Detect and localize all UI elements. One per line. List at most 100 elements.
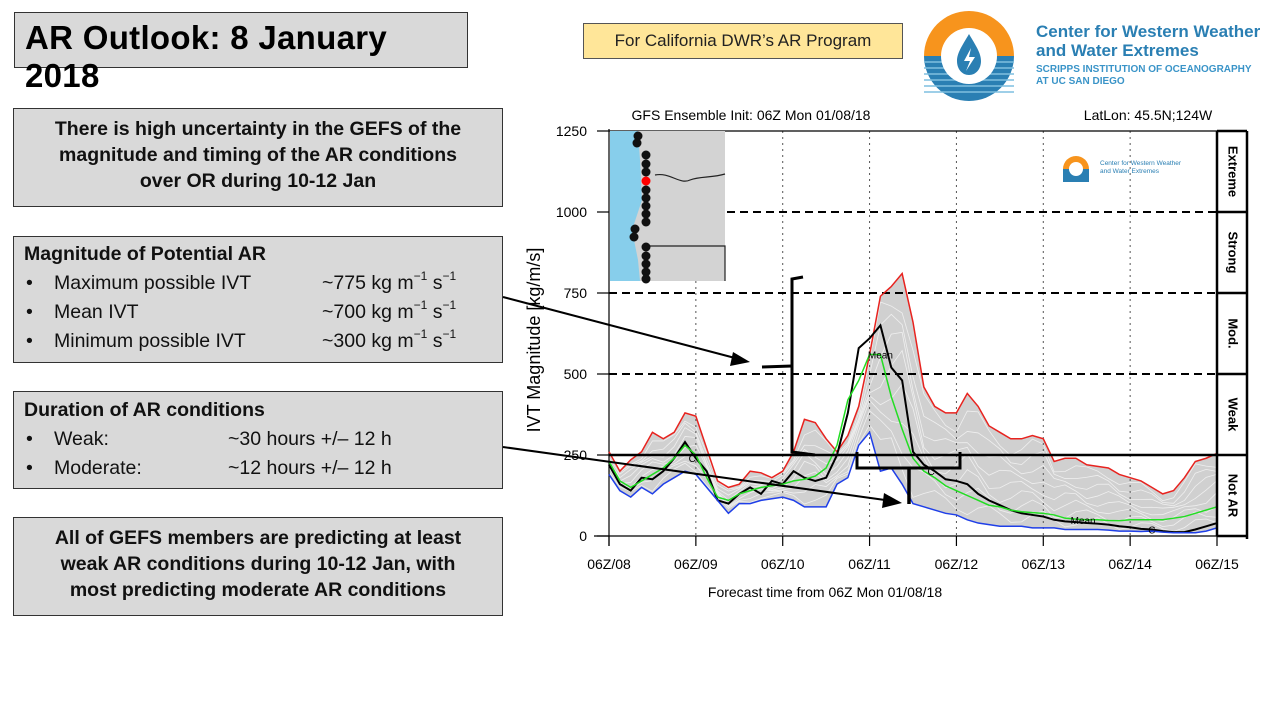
x-tick-label: 06Z/14 (1108, 556, 1152, 572)
ensemble-member-line (608, 313, 1218, 504)
series-line-max (608, 271, 1218, 495)
series-line-mean (608, 353, 1218, 522)
chart-title: GFS Ensemble Init: 06Z Mon 01/08/18 (632, 107, 871, 123)
category-label: Not AR (1226, 474, 1241, 518)
category-label: Extreme (1226, 146, 1241, 197)
conclusion-line: All of GEFS members are predicting at le… (54, 527, 462, 549)
chart-location: LatLon: 45.5N;124W (1084, 107, 1213, 123)
summary-box: There is high uncertainty in the GEFS of… (13, 108, 503, 207)
magnitude-value: ~700 kg m−1 s−1 (322, 298, 457, 323)
inset-map-river (654, 173, 726, 182)
magnitude-value: ~775 kg m−1 s−1 (322, 269, 457, 294)
org-sub-line2: AT UC SAN DIEGO (1036, 76, 1125, 87)
magnitude-label: Maximum possible IVT (54, 272, 252, 294)
inset-map-selected-station (641, 176, 651, 186)
ensemble-member-line (608, 301, 1218, 502)
x-tick-label: 06Z/10 (761, 556, 805, 572)
ensemble-member-line (608, 349, 1218, 509)
cw3e-logo-icon (924, 11, 1014, 101)
series-label: C (927, 467, 934, 478)
y-tick-label: 0 (579, 528, 587, 544)
inset-map-station (641, 217, 651, 227)
inset-map-station (641, 251, 651, 261)
magnitude-brace-tip (761, 364, 793, 369)
x-tick-label: 06Z/15 (1195, 556, 1239, 572)
x-tick-label: 06Z/08 (587, 556, 631, 572)
ensemble-member-line (608, 424, 1218, 532)
ensemble-spread (609, 273, 1217, 533)
x-tick-label: 06Z/12 (935, 556, 979, 572)
program-label: For California DWR’s AR Program (583, 23, 903, 59)
series-label: Mean (868, 351, 893, 362)
org-name-line2: and Water Extremes (1036, 41, 1199, 60)
series-line-min (608, 430, 1218, 534)
bullet: • (26, 457, 33, 479)
y-axis-label: IVT Magnitude [kg/m/s] (524, 248, 544, 433)
category-label: Strong (1226, 232, 1241, 274)
magnitude-arrow-head (730, 352, 750, 366)
inset-map-border (646, 245, 726, 281)
duration-label: Moderate: (54, 457, 142, 479)
inset-map-station (641, 274, 651, 284)
x-tick-label: 06Z/13 (1021, 556, 1065, 572)
summary-line: magnitude and timing of the AR condition… (59, 144, 457, 166)
category-label: Weak (1226, 398, 1241, 432)
inset-map-station (641, 167, 651, 177)
chart-logo-icon (1063, 169, 1089, 182)
conclusion-box: All of GEFS members are predicting at le… (13, 517, 503, 616)
inset-map-station (630, 224, 640, 234)
title-box: AR Outlook: 8 January 2018 (14, 12, 468, 94)
x-tick-label: 06Z/09 (674, 556, 718, 572)
ensemble-member-line (608, 399, 1218, 523)
duration-heading: Duration of AR conditions (24, 399, 265, 421)
ensemble-member-line (608, 409, 1218, 527)
category-label: Mod. (1226, 318, 1241, 348)
bullet: • (26, 301, 33, 323)
magnitude-box: Magnitude of Potential AR • Maximum poss… (13, 236, 503, 363)
inset-map-station (641, 193, 651, 203)
duration-brace (855, 452, 962, 470)
inset-map-station (632, 138, 642, 148)
inset-map-ocean (610, 131, 642, 281)
y-tick-label: 250 (564, 447, 588, 463)
y-tick-label: 1000 (556, 204, 587, 220)
chart-logo-text: Center for Western Weather (1100, 160, 1182, 167)
bullet: • (26, 330, 33, 352)
bullet: • (26, 428, 33, 450)
org-name: Center for Western Weather and Water Ext… (1036, 22, 1260, 60)
inset-map-station (641, 159, 651, 169)
inset-map-land (610, 131, 725, 281)
duration-value: ~12 hours +/– 12 h (228, 457, 392, 479)
inset-map-station (629, 232, 639, 242)
page-title: AR Outlook: 8 January 2018 (25, 19, 388, 94)
org-sub: SCRIPPS INSTITUTION OF OCEANOGRAPHY AT U… (1036, 64, 1252, 88)
chart-logo-icon (1069, 162, 1083, 176)
magnitude-heading: Magnitude of Potential AR (24, 243, 266, 265)
chart-logo-text: and Water Extremes (1100, 168, 1160, 175)
summary-line: There is high uncertainty in the GEFS of… (54, 118, 462, 140)
x-axis-label: Forecast time from 06Z Mon 01/08/18 (708, 584, 942, 600)
series-label: Mean (1071, 516, 1096, 527)
magnitude-label: Mean IVT (54, 301, 139, 323)
duration-label: Weak: (54, 428, 109, 450)
duration-arrow (502, 446, 886, 501)
inset-map-station (641, 242, 651, 252)
y-tick-label: 1250 (556, 123, 587, 139)
inset-map-station (641, 185, 651, 195)
magnitude-label: Minimum possible IVT (54, 330, 246, 352)
conclusion-line: most predicting moderate AR conditions (69, 579, 447, 601)
magnitude-arrow (502, 296, 736, 359)
magnitude-brace (790, 275, 816, 457)
series-label: C (1148, 526, 1155, 537)
duration-value: ~30 hours +/– 12 h (228, 428, 392, 450)
ensemble-member-line (608, 331, 1218, 507)
x-tick-label: 06Z/11 (848, 556, 891, 572)
inset-map-station (641, 150, 651, 160)
duration-arrow-head (882, 493, 902, 508)
inset-map-station (641, 267, 651, 277)
chart-logo-icon (1063, 156, 1089, 182)
inset-map-station (633, 131, 643, 141)
inset-map-station (641, 209, 651, 219)
inset-map-station (641, 201, 651, 211)
org-name-line1: Center for Western Weather (1036, 22, 1261, 41)
